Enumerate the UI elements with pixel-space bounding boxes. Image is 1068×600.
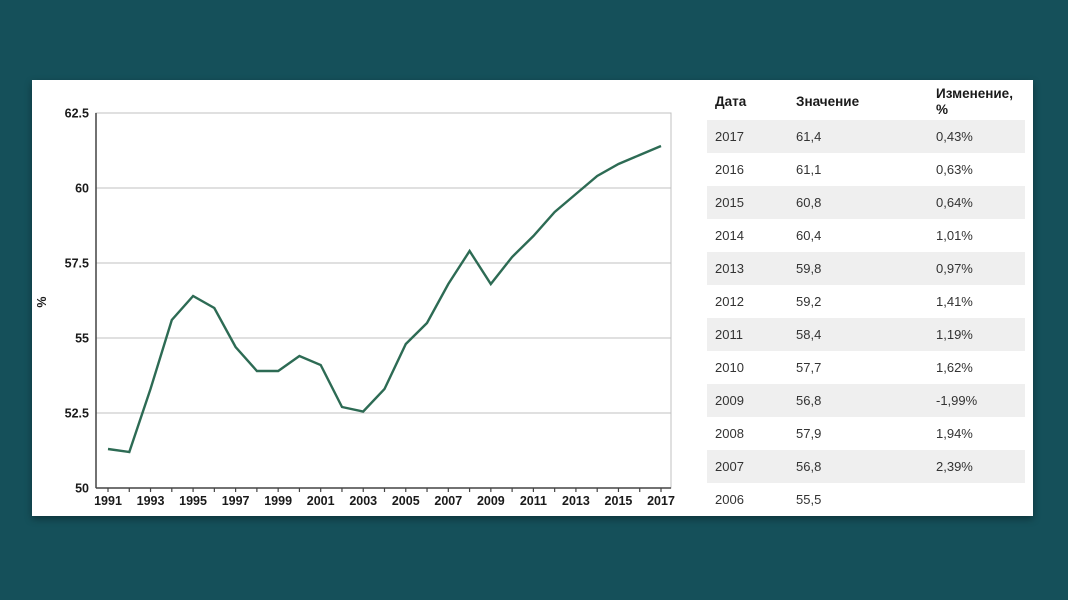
change-cell: 1,19% (936, 327, 973, 342)
date-cell: 2009 (715, 393, 744, 408)
data-line (107, 144, 662, 454)
change-cell: 1,01% (936, 228, 973, 243)
x-tick-label: 2015 (605, 494, 633, 508)
col-header-change: Изменение, % (936, 86, 1013, 117)
date-cell: 2008 (715, 426, 744, 441)
y-tick-label: 55 (75, 332, 89, 346)
x-tick-label: 2005 (392, 494, 420, 508)
value-cell: 59,2 (796, 294, 822, 309)
value-cell: 55,5 (796, 492, 822, 507)
chart-area: 50 52.5 55 57.5 60 62.5 1991 1993 1995 1997 1999 20… (32, 80, 692, 516)
y-tick-label: 57.5 (65, 257, 89, 271)
date-cell: 2007 (715, 459, 744, 474)
date-cell: 2010 (715, 360, 744, 375)
value-cell: 61,4 (796, 129, 822, 144)
table-row: 2013 59,8 0,97% (707, 252, 1025, 285)
table-row: 2009 56,8 -1,99% (707, 384, 1025, 417)
x-tick-label: 2009 (477, 494, 505, 508)
col-header-date: Дата (715, 94, 747, 109)
x-tick-label: 1993 (137, 494, 165, 508)
date-cell: 2006 (715, 492, 744, 507)
table-row: 2016 61,1 0,63% (707, 153, 1025, 186)
values-table: Дата Значение Изменение, % 2017 61,4 0,43%… (707, 84, 1025, 516)
y-tick-label: 50 (75, 482, 89, 496)
table-row: 2015 60,8 0,64% (707, 186, 1025, 219)
value-cell: 58,4 (796, 327, 822, 342)
date-cell: 2011 (715, 327, 743, 342)
x-tick-label: 2011 (520, 494, 547, 508)
change-cell: -1,99% (936, 393, 978, 408)
col-header-value: Значение (796, 94, 860, 109)
table-row: 2010 57,7 1,62% (707, 351, 1025, 384)
x-tick-label: 1999 (264, 494, 292, 508)
table-row: 2012 59,2 1,41% (707, 285, 1025, 318)
value-cell: 57,7 (796, 360, 822, 375)
change-cell: 2,39% (936, 459, 973, 474)
change-cell: 0,63% (936, 162, 973, 177)
x-tick-label: 2013 (562, 494, 590, 508)
x-tick-label: 2007 (434, 494, 462, 508)
values-table-wrap: Дата Значение Изменение, % 2017 61,4 0,43%… (707, 84, 1025, 516)
value-cell: 56,8 (796, 459, 822, 474)
value-cell: 59,8 (796, 261, 822, 276)
x-tick-label: 1995 (179, 494, 207, 508)
x-tick-label: 1997 (222, 494, 250, 508)
change-cell: 1,62% (936, 360, 973, 375)
change-cell: 1,94% (936, 426, 973, 441)
change-cell: 0,97% (936, 261, 973, 276)
date-cell: 2015 (715, 195, 744, 210)
value-cell: 56,8 (796, 393, 822, 408)
content-card: 50 52.5 55 57.5 60 62.5 1991 1993 1995 1997 1999 20… (32, 80, 1033, 516)
change-cell: 1,41% (936, 294, 973, 309)
table-row: 2014 60,4 1,01% (707, 219, 1025, 252)
date-cell: 2014 (715, 228, 744, 243)
table-row: 2006 55,5 (707, 483, 1025, 516)
date-cell: 2013 (715, 261, 744, 276)
value-cell: 57,9 (796, 426, 822, 441)
table-body: 2017 61,4 0,43% 2016 61,1 0,63% 2015 60,8 0,64% 2… (707, 120, 1025, 516)
table-row: 2007 56,8 2,39% (707, 450, 1025, 483)
x-tick-label: 2003 (349, 494, 377, 508)
y-tick-label: 62.5 (65, 107, 89, 121)
table-row: 2011 58,4 1,19% (707, 318, 1025, 351)
y-tick-label: 52.5 (65, 407, 89, 421)
x-tick-label: 1991 (94, 494, 122, 508)
table-row: 2008 57,9 1,94% (707, 417, 1025, 450)
x-tick-label: 2017 (647, 494, 675, 508)
value-cell: 60,4 (796, 228, 822, 243)
change-cell: 0,64% (936, 195, 973, 210)
y-tick-label: 60 (75, 182, 89, 196)
value-cell: 61,1 (796, 162, 822, 177)
change-cell (928, 483, 1025, 516)
date-cell: 2012 (715, 294, 744, 309)
value-cell: 60,8 (796, 195, 822, 210)
x-tick-label: 2001 (307, 494, 335, 508)
change-cell: 0,43% (936, 129, 973, 144)
date-cell: 2016 (715, 162, 744, 177)
plot-border (95, 112, 672, 489)
line-chart: 50 52.5 55 57.5 60 62.5 1991 1993 1995 1997 1999 20… (35, 107, 675, 509)
table-row: 2017 61,4 0,43% (707, 120, 1025, 153)
y-axis-title: % (35, 296, 49, 307)
table-header-row: Дата Значение Изменение, % (707, 84, 1025, 120)
date-cell: 2017 (715, 129, 744, 144)
